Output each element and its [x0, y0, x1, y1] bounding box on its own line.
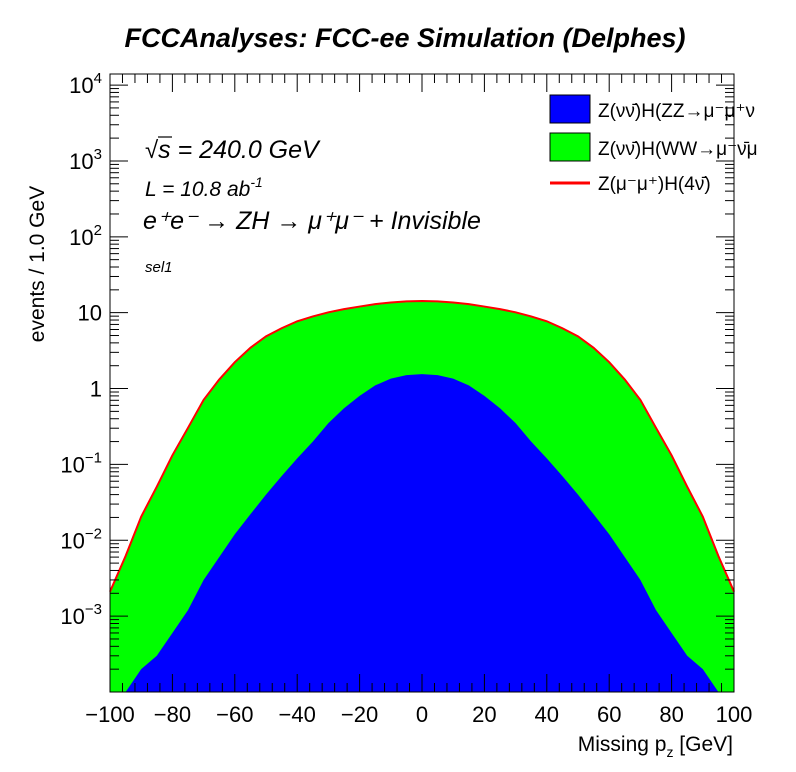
selection-annotation: sel1 [145, 259, 173, 276]
legend: Z(νν̄)H(ZZ→μ⁻μ⁺ν Z(νν̄)H(WW→μ⁻ν̄μ Z(μ⁻μ⁺… [549, 94, 758, 195]
annotations: √s = 240.0 GeV L = 10.8 ab-1 e⁺e⁻ → ZH →… [143, 136, 481, 276]
y-tick-label: 10−2 [60, 525, 102, 553]
chart-title: FCCAnalyses: FCC-ee Simulation (Delphes) [124, 23, 685, 53]
plot-data [109, 300, 735, 692]
y-tick-label: 1 [90, 377, 102, 402]
legend-label-zz: Z(νν̄)H(ZZ→μ⁻μ⁺ν [598, 101, 755, 122]
legend-label-ww: Z(νν̄)H(WW→μ⁻ν̄μ [598, 139, 758, 160]
x-tick-label: 100 [716, 702, 753, 727]
x-tick-label: −20 [341, 702, 378, 727]
x-tick-label: −80 [154, 702, 191, 727]
y-tick-label: 102 [69, 222, 102, 250]
x-tick-labels: −100 −80 −60 −40 −20 0 20 40 60 80 100 [85, 702, 752, 727]
y-axis-label: events / 1.0 GeV [26, 186, 49, 342]
process-annotation: e⁺e⁻ → ZH → μ⁺μ⁻ + Invisible [143, 207, 481, 235]
y-tick-label: 103 [69, 146, 102, 174]
x-tick-label: 40 [535, 702, 559, 727]
y-tick-label: 10 [78, 301, 102, 326]
x-tick-label: −40 [279, 702, 316, 727]
y-tick-label: 10−1 [60, 449, 102, 477]
x-tick-label: 20 [472, 702, 496, 727]
axis-ticks [109, 74, 735, 692]
legend-swatch-ww [549, 132, 591, 162]
legend-label-4nu: Z(μ⁻μ⁺)H(4ν̄) [598, 174, 711, 195]
x-tick-label: 60 [597, 702, 621, 727]
y-tick-label: 104 [69, 70, 102, 98]
y-tick-labels: 10−3 10−2 10−1 1 10 102 103 104 [60, 70, 102, 629]
x-tick-label: 80 [659, 702, 683, 727]
luminosity-annotation: L = 10.8 ab-1 [145, 174, 263, 201]
legend-swatch-zz [549, 94, 591, 124]
x-tick-label: −60 [216, 702, 253, 727]
sqrt-s-annotation: √s = 240.0 GeV [145, 136, 321, 164]
x-tick-label: −100 [85, 702, 135, 727]
x-tick-label: 0 [416, 702, 428, 727]
x-axis-label: Missing pz [GeV] [578, 733, 733, 760]
y-tick-label: 10−3 [60, 601, 102, 629]
series-4nu-line [109, 300, 735, 593]
series-zz-area [110, 374, 734, 692]
